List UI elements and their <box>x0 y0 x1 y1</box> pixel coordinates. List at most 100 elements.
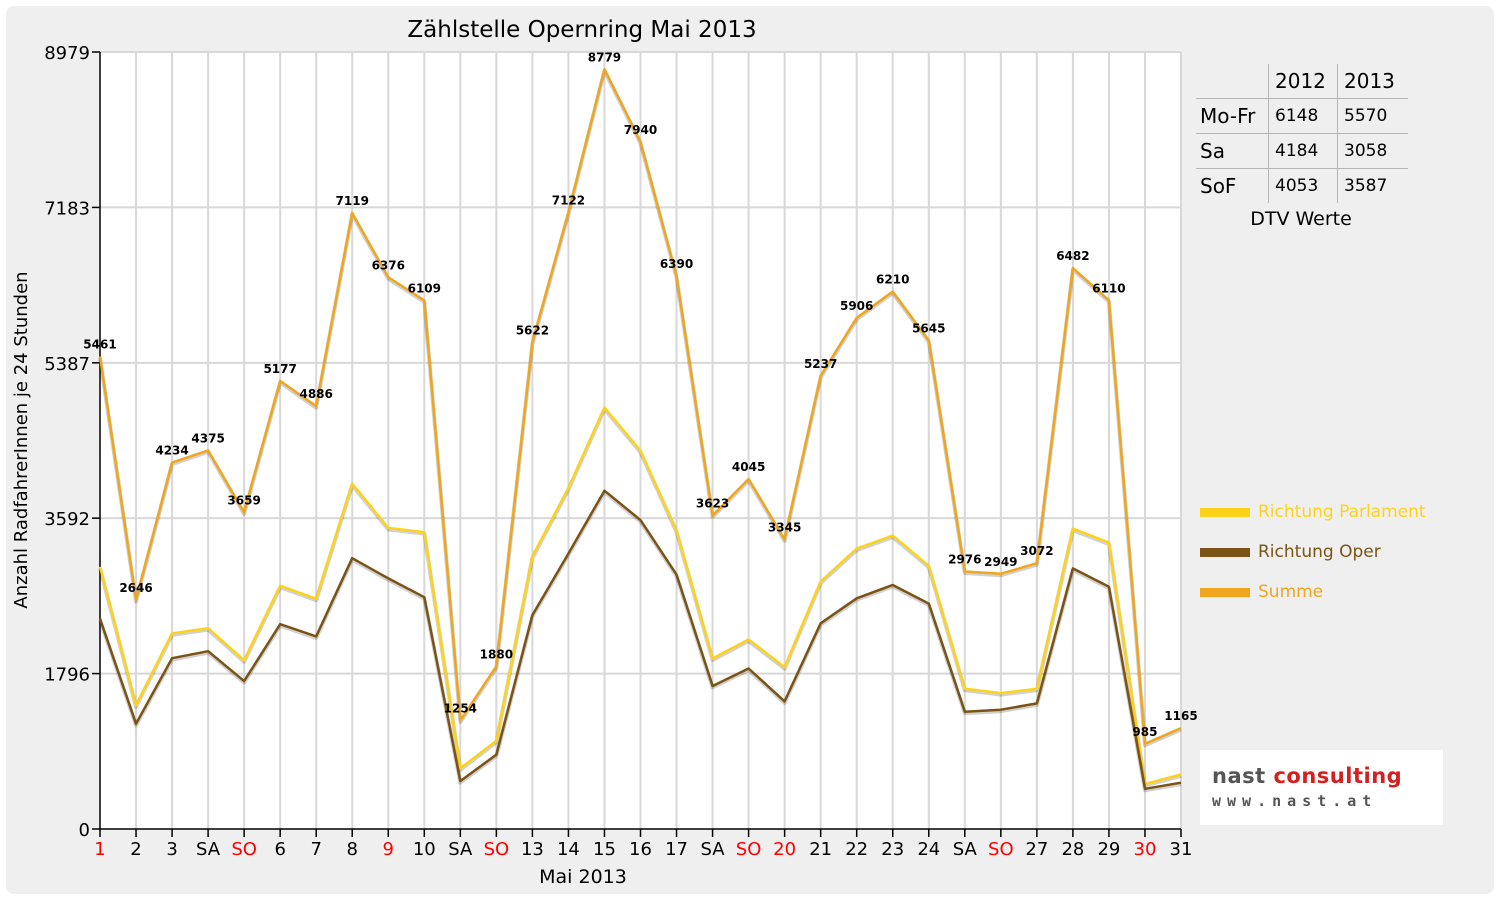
x-tick-label: 6 <box>274 839 285 860</box>
x-tick-label: 8 <box>347 839 358 860</box>
x-tick-label: SA <box>701 839 726 860</box>
x-tick-label: 13 <box>521 839 544 860</box>
x-tick-label: 10 <box>413 839 436 860</box>
stats-caption: DTV Werte <box>1250 208 1352 230</box>
stats-row-label: Sa <box>1196 133 1269 169</box>
data-label: 4375 <box>191 431 224 445</box>
data-label: 6210 <box>876 273 909 287</box>
data-label: 1254 <box>444 701 477 715</box>
y-tick-label: 8979 <box>44 43 90 64</box>
data-label: 6390 <box>660 257 693 271</box>
x-tick-label: SA <box>953 839 978 860</box>
data-label: 7940 <box>624 123 657 137</box>
x-tick-label: SA <box>448 839 473 860</box>
data-label: 1165 <box>1164 709 1197 723</box>
series-line-2 <box>98 68 1182 746</box>
y-tick-label: 0 <box>79 820 90 841</box>
legend-swatch-summe <box>1200 587 1250 597</box>
x-tick-label: 31 <box>1170 839 1193 860</box>
x-tick-label: 28 <box>1061 839 1084 860</box>
data-label: 4045 <box>732 460 765 474</box>
stats-row-sa: Sa 4184 3058 <box>1196 133 1408 169</box>
legend-item-parlament: Richtung Parlament <box>1200 492 1426 532</box>
legend-swatch-oper <box>1200 547 1250 557</box>
data-label: 3345 <box>768 521 801 535</box>
y-tick-label: 3592 <box>44 509 90 530</box>
logo-name: nast consulting <box>1212 764 1402 788</box>
data-label: 5906 <box>840 299 873 313</box>
y-tick-label: 7183 <box>44 198 90 219</box>
y-axis-label: Anzahl RadfahrerInnen je 24 Stunden <box>11 271 32 608</box>
stats-value-2013: 3058 <box>1337 133 1408 169</box>
data-label: 6482 <box>1056 249 1089 263</box>
x-tick-label: SO <box>736 839 762 860</box>
x-tick-label: 30 <box>1134 839 1157 860</box>
company-logo: nast consulting www.nast.at <box>1200 750 1443 825</box>
data-label: 6109 <box>408 281 441 295</box>
x-tick-label: 22 <box>845 839 868 860</box>
data-label: 5177 <box>263 362 296 376</box>
y-tick-label: 1796 <box>44 665 90 686</box>
x-tick-label: SO <box>231 839 257 860</box>
data-label: 5237 <box>804 357 837 371</box>
data-label: 6110 <box>1092 281 1125 295</box>
x-tick-label: SO <box>484 839 510 860</box>
stats-row-mofr: Mo-Fr 6148 5570 <box>1196 98 1408 134</box>
legend: Richtung Parlament Richtung Oper Summe <box>1200 492 1426 612</box>
series-line-1 <box>98 489 1182 791</box>
data-label: 2646 <box>119 581 152 595</box>
stats-value-2013: 5570 <box>1337 98 1408 134</box>
x-tick-label: 3 <box>166 839 177 860</box>
stats-header-blank <box>1196 64 1269 99</box>
stats-value-2012: 6148 <box>1268 98 1338 134</box>
dtv-stats-table: 2012 2013 Mo-Fr 6148 5570 Sa 4184 3058 S… <box>1196 64 1408 203</box>
data-label: 8779 <box>588 50 621 64</box>
grid <box>100 51 1182 829</box>
stats-value-2013: 3587 <box>1337 168 1408 203</box>
chart-title: Zählstelle Opernring Mai 2013 <box>407 17 756 43</box>
data-label: 7119 <box>336 194 369 208</box>
data-label: 3623 <box>696 496 729 510</box>
series-lines <box>98 68 1182 793</box>
logo-name-part1: nast <box>1212 764 1274 788</box>
x-tick-label: 7 <box>310 839 321 860</box>
legend-item-oper: Richtung Oper <box>1200 532 1426 572</box>
data-label: 7122 <box>552 194 585 208</box>
x-tick-label: 9 <box>383 839 394 860</box>
stats-value-2012: 4053 <box>1268 168 1338 203</box>
data-label: 4234 <box>155 444 188 458</box>
x-tick-label: 21 <box>809 839 832 860</box>
x-tick-label: SA <box>196 839 221 860</box>
stats-header-row: 2012 2013 <box>1196 64 1408 99</box>
stats-header-2012: 2012 <box>1268 64 1338 99</box>
stats-row-label: Mo-Fr <box>1196 98 1269 134</box>
x-tick-label: 20 <box>773 839 796 860</box>
x-axis-label: Mai 2013 <box>539 866 627 888</box>
stats-row-sof: SoF 4053 3587 <box>1196 168 1408 203</box>
legend-label-summe: Summe <box>1258 582 1324 602</box>
stats-header-2013: 2013 <box>1337 64 1408 99</box>
data-label: 5461 <box>83 337 116 351</box>
data-label: 3072 <box>1020 544 1053 558</box>
data-label: 985 <box>1132 725 1157 739</box>
series-line-0 <box>98 406 1182 786</box>
x-tick-label: 1 <box>94 839 105 860</box>
data-label: 3659 <box>227 493 260 507</box>
data-label: 6376 <box>372 258 405 272</box>
x-tick-label: 24 <box>917 839 940 860</box>
stats-row-label: SoF <box>1196 168 1269 203</box>
stats-value-2012: 4184 <box>1268 133 1338 169</box>
legend-label-parlament: Richtung Parlament <box>1258 502 1426 522</box>
x-tick-label: 29 <box>1097 839 1120 860</box>
data-label: 2976 <box>948 552 981 566</box>
data-label: 4886 <box>299 387 332 401</box>
logo-name-part2: consulting <box>1273 764 1403 788</box>
x-tick-label: 27 <box>1025 839 1048 860</box>
x-tick-label: 2 <box>130 839 141 860</box>
x-tick-label: 17 <box>665 839 688 860</box>
data-label: 2949 <box>984 555 1017 569</box>
x-tick-label: 16 <box>629 839 652 860</box>
